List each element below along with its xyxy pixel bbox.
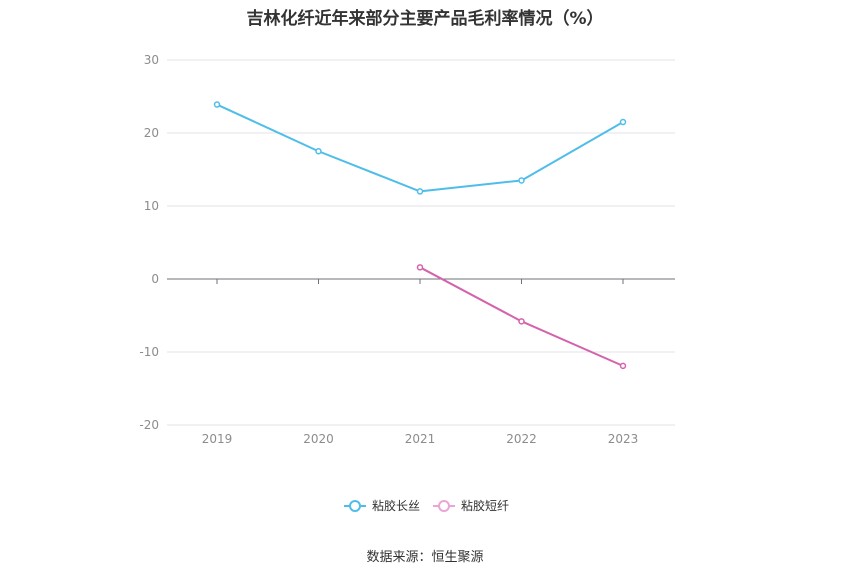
grid-lines (167, 59, 675, 426)
axes: 30 20 10 0 -10 -20 2019 2020 2021 2022 2023 (139, 53, 675, 446)
data-point[interactable] (619, 118, 627, 126)
legend-item-0[interactable]: 粘胶长丝 (344, 498, 420, 513)
data-point[interactable] (518, 177, 525, 184)
data-point[interactable] (416, 264, 424, 271)
data-point[interactable] (619, 362, 627, 370)
legend-label: 粘胶长丝 (372, 498, 420, 513)
y-tick-label: 0 (151, 272, 159, 286)
legend-swatch-marker (349, 500, 361, 512)
chart-title: 吉林化纤近年来部分主要产品毛利率情况（%） (246, 9, 604, 29)
series-layer (213, 101, 627, 370)
y-tick-label: 10 (144, 199, 159, 213)
y-tick-label: -20 (139, 418, 159, 432)
x-tick-label: 2023 (608, 432, 639, 446)
source-note: 数据来源：恒生聚源 (366, 550, 484, 565)
data-point[interactable] (315, 148, 322, 155)
data-point[interactable] (518, 318, 525, 325)
x-tick-label: 2019 (202, 432, 233, 446)
y-tick-label: -10 (139, 345, 159, 359)
y-tick-label: 20 (144, 126, 159, 140)
legend-swatch-marker (438, 500, 450, 512)
data-point[interactable] (416, 188, 424, 195)
legend-label: 粘胶短纤 (461, 498, 509, 513)
x-tick-label: 2022 (506, 432, 537, 446)
x-tick-label: 2021 (405, 432, 436, 446)
series-line-0 (216, 103, 624, 193)
y-tick-label: 30 (144, 53, 159, 67)
x-tick-label: 2020 (303, 432, 334, 446)
legend: 粘胶长丝 粘胶短纤 (344, 498, 509, 513)
legend-item-1[interactable]: 粘胶短纤 (433, 498, 509, 513)
data-point[interactable] (213, 101, 221, 108)
